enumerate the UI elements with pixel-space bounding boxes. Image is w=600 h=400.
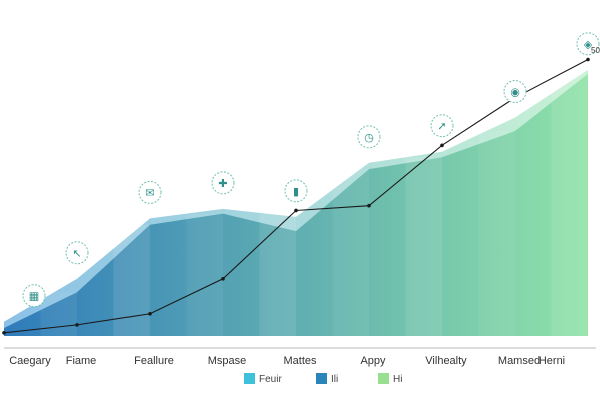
area-layer — [4, 69, 588, 336]
legend-label: Feuir — [259, 374, 282, 385]
column-band — [478, 131, 515, 336]
svg-text:➚: ➚ — [437, 120, 446, 133]
svg-text:▦: ▦ — [29, 290, 39, 303]
column-band — [113, 224, 150, 336]
shield-icon: ◈ — [576, 32, 600, 56]
column-band — [40, 292, 77, 336]
legend-item: Hi — [378, 373, 402, 385]
bar-chart-icon: ▮ — [284, 179, 308, 203]
x-tick-label: Mamsed — [498, 355, 540, 367]
line-point — [75, 323, 79, 327]
line-point — [148, 311, 152, 316]
legend-item: Ili — [316, 373, 338, 385]
grid-icon: ▦ — [22, 284, 46, 308]
legend-label: Ili — [331, 374, 338, 385]
x-axis-labels: Caegary Fiame Feallure Mspase Mattes Appy Vilh… — [9, 355, 565, 367]
end-value-label: 50 — [591, 46, 600, 55]
svg-text:✉: ✉ — [145, 186, 154, 199]
svg-text:↖: ↖ — [72, 247, 81, 260]
legend-swatch — [244, 373, 255, 384]
line-layer — [2, 57, 590, 335]
point-icons: ▦ ↖ ✉ ✚ ▮ ◷ ➚ ◉ ◈ — [22, 32, 600, 308]
line-point — [2, 331, 6, 335]
line-point — [221, 277, 225, 281]
legend-swatch — [316, 373, 327, 384]
area-series-front — [4, 73, 588, 336]
column-band — [259, 213, 296, 336]
line-point — [586, 57, 590, 62]
legend-label: Hi — [393, 374, 402, 385]
rocket-icon: ➚ — [430, 114, 454, 138]
legend-swatch — [378, 373, 389, 384]
x-tick-label: Herni — [539, 355, 565, 367]
camera-icon: ◉ — [503, 80, 527, 104]
column-band — [332, 169, 369, 336]
line-point — [294, 208, 298, 213]
line-point — [440, 143, 444, 148]
x-tick-label: Fiame — [66, 355, 97, 367]
x-tick-label: Feallure — [134, 355, 174, 367]
x-tick-label: Vilhealty — [425, 355, 467, 367]
clock-icon: ◷ — [357, 125, 381, 149]
column-bands — [40, 73, 588, 336]
svg-text:◈: ◈ — [584, 38, 593, 51]
column-band — [186, 213, 223, 336]
svg-text:◉: ◉ — [510, 86, 520, 99]
chat-icon: ✉ — [138, 180, 162, 204]
line-point — [367, 203, 371, 208]
svg-text:✚: ✚ — [218, 177, 227, 190]
x-tick-label: Mattes — [283, 355, 317, 367]
cursor-icon: ↖ — [65, 241, 89, 265]
x-tick-label: Caegary — [9, 355, 51, 367]
column-band — [551, 73, 588, 336]
svg-text:◷: ◷ — [364, 131, 374, 144]
column-band — [405, 157, 442, 336]
puzzle-icon: ✚ — [211, 171, 235, 195]
x-tick-label: Appy — [360, 355, 386, 367]
legend-item: Feuir — [244, 373, 282, 385]
svg-text:▮: ▮ — [293, 185, 299, 198]
x-tick-label: Mspase — [208, 355, 247, 367]
legend: Feuir Ili Hi — [244, 373, 402, 385]
